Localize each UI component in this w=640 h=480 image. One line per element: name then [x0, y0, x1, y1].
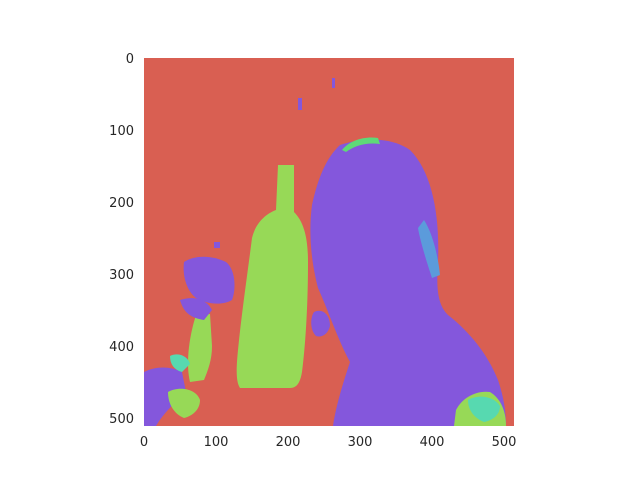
mask-cyan-patch-left: [170, 354, 190, 372]
mask-purple-left-shape-1: [183, 256, 235, 304]
x-tick-label: 500: [492, 435, 517, 450]
x-tick-label: 100: [204, 435, 229, 450]
x-tick-label: 300: [348, 435, 373, 450]
mask-speck-1: [298, 98, 302, 110]
y-tick-label: 0: [126, 52, 134, 67]
segmentation-mask-image: [144, 58, 514, 427]
mask-purple-left-shape-2: [180, 298, 212, 320]
x-tick-label: 400: [420, 435, 445, 450]
mask-cyan-patch-right: [468, 396, 500, 422]
mask-green-patch-left: [168, 388, 200, 418]
mask-small-green-region: [188, 314, 212, 382]
mask-blue-patch: [418, 220, 440, 278]
mask-speck-2: [332, 78, 335, 88]
x-axis: 0 100 200 300 400 500: [140, 435, 517, 450]
mask-purple-left-shape-3: [144, 367, 186, 426]
y-tick-label: 200: [109, 196, 134, 211]
x-tick-label: 200: [276, 435, 301, 450]
y-tick-label: 300: [109, 268, 134, 283]
x-tick-label: 0: [140, 435, 148, 450]
mask-purple-right-blob: [311, 310, 330, 337]
y-tick-label: 100: [109, 124, 134, 139]
mask-bottle-region: [236, 165, 308, 388]
mask-green-top-patch: [342, 137, 380, 152]
y-axis: 0 100 200 300 400 500: [109, 52, 134, 427]
y-tick-label: 500: [109, 412, 134, 427]
mask-person-region: [310, 139, 506, 427]
y-tick-label: 400: [109, 340, 134, 355]
mask-speck-3: [214, 242, 220, 248]
